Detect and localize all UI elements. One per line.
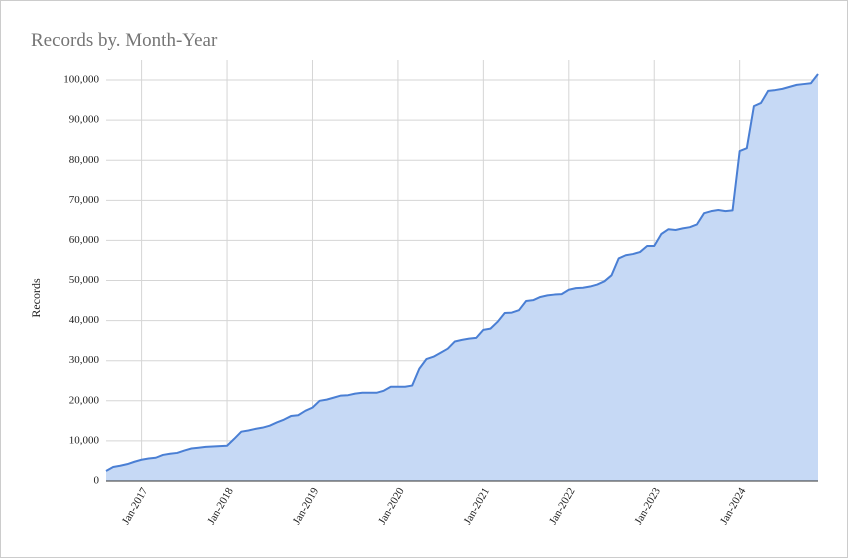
y-tick-label: 50,000 — [69, 274, 100, 286]
y-tick-label: 10,000 — [69, 434, 100, 446]
y-axis-title: Records — [29, 278, 43, 318]
x-tick-label: Jan-2020 — [376, 485, 407, 526]
x-tick-label: Jan-2022 — [547, 486, 578, 527]
area-fill — [106, 74, 818, 482]
y-tick-label: 40,000 — [69, 314, 100, 326]
y-tick-label: 100,000 — [63, 74, 99, 86]
x-tick-label: Jan-2019 — [291, 485, 322, 526]
x-tick-label: Jan-2024 — [718, 485, 749, 526]
y-tick-label: 80,000 — [69, 154, 100, 166]
y-tick-label: 60,000 — [69, 234, 100, 246]
x-tick-label: Jan-2017 — [120, 485, 151, 526]
y-tick-label: 30,000 — [69, 354, 100, 366]
y-tick-label: 90,000 — [69, 114, 100, 126]
x-tick-label: Jan-2023 — [632, 485, 663, 526]
x-tick-label: Jan-2018 — [205, 485, 236, 526]
y-tick-label: 20,000 — [69, 394, 100, 406]
chart-title: Records by. Month-Year — [31, 30, 218, 51]
y-tick-label: 0 — [94, 475, 100, 487]
area-line — [105, 73, 819, 472]
x-tick-label: Jan-2021 — [462, 486, 493, 527]
y-tick-label: 70,000 — [69, 194, 100, 206]
